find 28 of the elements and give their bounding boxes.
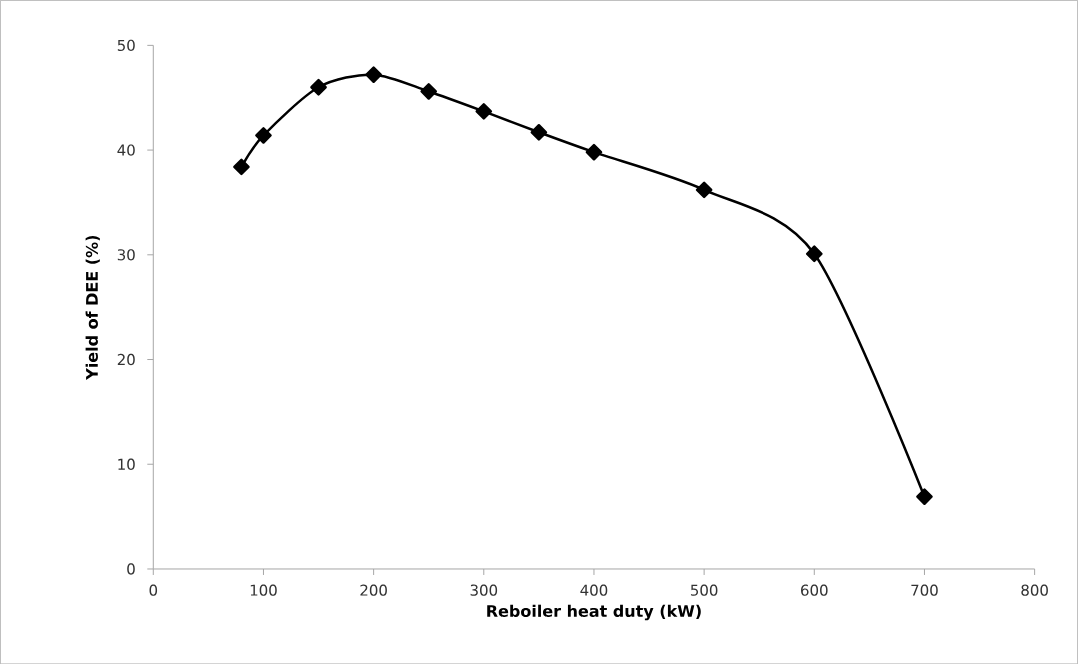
y-tick-label: 40	[117, 144, 135, 156]
y-tick-label: 20	[117, 353, 135, 366]
point	[255, 126, 272, 144]
x-tick-label: 600	[801, 584, 828, 596]
point	[475, 102, 493, 120]
y-tick-label: 30	[117, 249, 135, 261]
x-tick-label: 0	[149, 584, 158, 596]
point	[585, 143, 603, 161]
point	[365, 66, 382, 83]
y-tick-label: 10	[118, 458, 135, 470]
x-tick-label: 800	[1021, 584, 1048, 596]
x-tick-label: 400	[580, 584, 608, 596]
point	[233, 158, 250, 176]
y-tick-label: 50	[117, 39, 135, 51]
x-tick-label: 500	[690, 584, 718, 596]
point	[530, 123, 548, 141]
y-axis-title: Yield of DEE (%)	[85, 235, 100, 380]
point	[310, 78, 327, 96]
point	[916, 488, 933, 505]
point	[805, 245, 823, 262]
x-axis-title: Reboiler heat duty (kW)	[487, 604, 701, 621]
x-tick-label: 200	[360, 584, 387, 596]
point	[420, 82, 438, 100]
y-tick-label: 0	[127, 563, 135, 575]
x-tick-label: 700	[911, 584, 938, 596]
x-tick-label: 300	[470, 584, 498, 596]
x-tick-label: 100	[250, 584, 277, 596]
point	[695, 181, 713, 199]
